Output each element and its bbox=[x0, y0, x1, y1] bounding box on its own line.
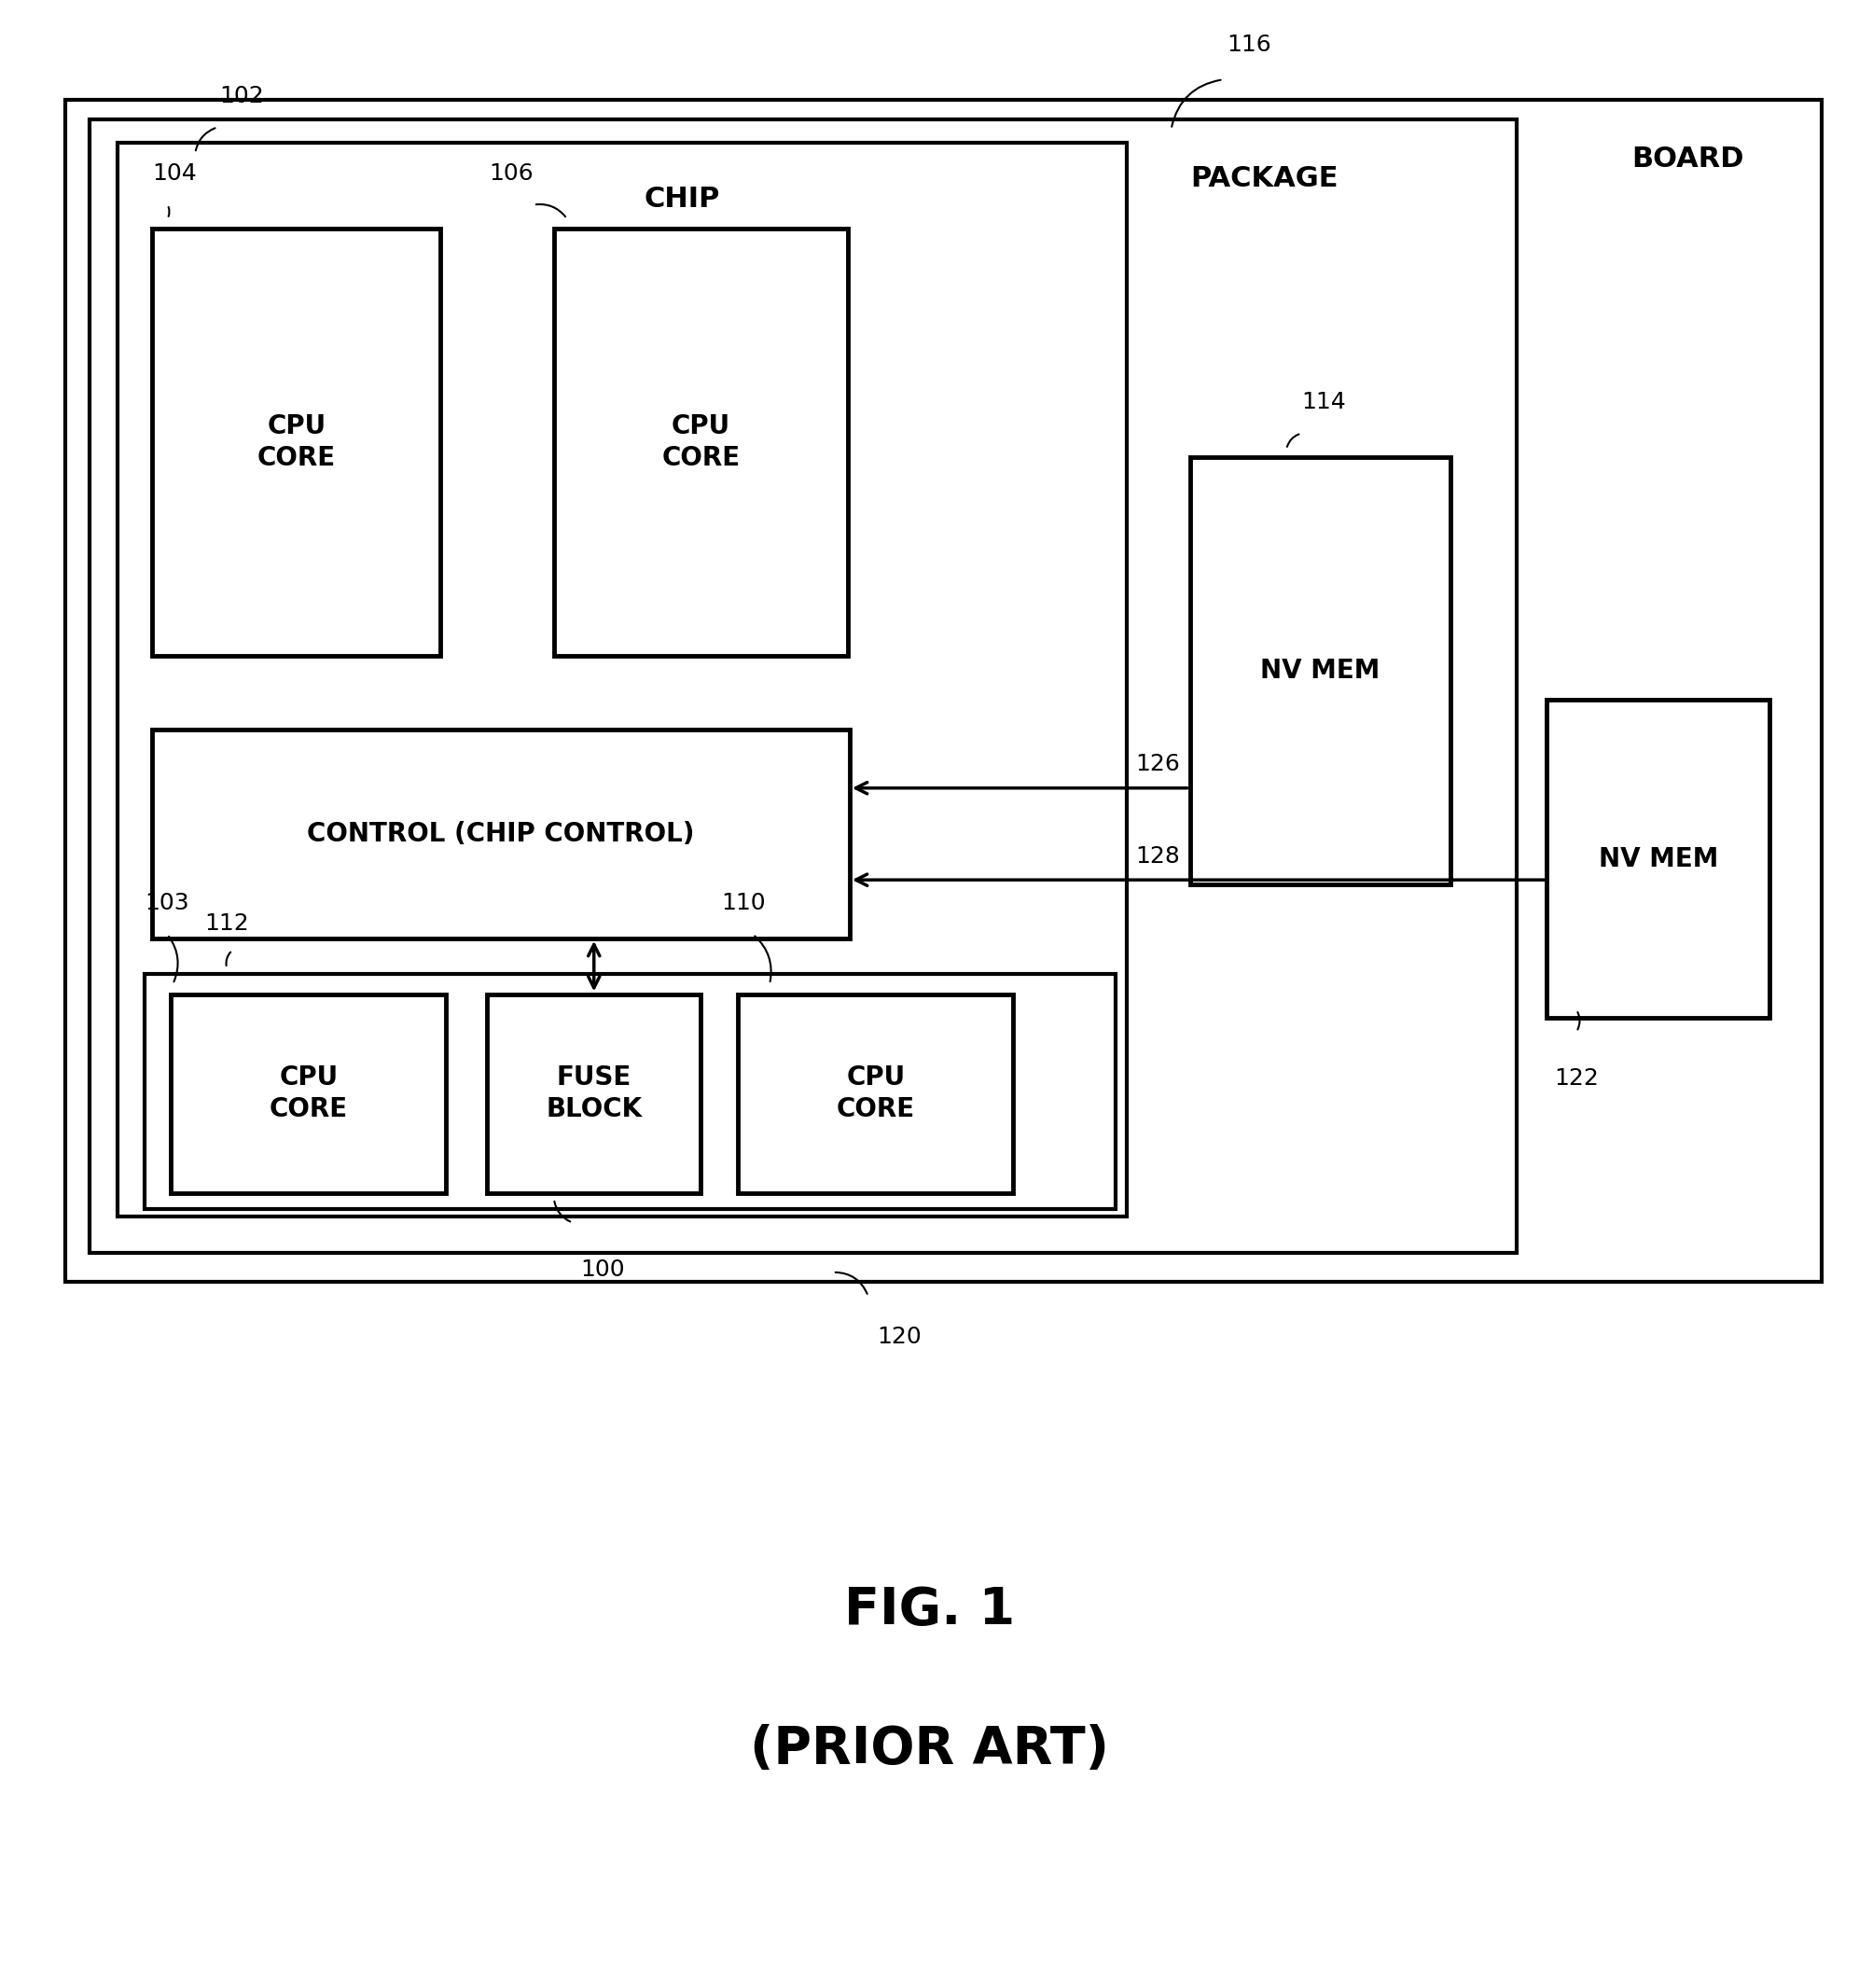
Bar bbox=[1190, 457, 1450, 885]
Text: CPU
CORE: CPU CORE bbox=[257, 414, 336, 471]
Bar bbox=[171, 994, 446, 1193]
Text: NV MEM: NV MEM bbox=[1260, 658, 1379, 684]
Text: FUSE
BLOCK: FUSE BLOCK bbox=[547, 1064, 641, 1123]
Bar bbox=[152, 229, 441, 656]
Text: BOARD: BOARD bbox=[1632, 145, 1744, 173]
Text: CPU
CORE: CPU CORE bbox=[837, 1064, 915, 1123]
Text: CHIP: CHIP bbox=[645, 185, 719, 213]
Text: NV MEM: NV MEM bbox=[1599, 845, 1718, 873]
Bar bbox=[145, 974, 1115, 1209]
Text: 128: 128 bbox=[1136, 845, 1180, 867]
Bar bbox=[152, 730, 850, 938]
Text: 112: 112 bbox=[204, 912, 249, 934]
Text: 100: 100 bbox=[580, 1258, 625, 1280]
Text: (PRIOR ART): (PRIOR ART) bbox=[749, 1724, 1110, 1775]
Text: 116: 116 bbox=[1227, 34, 1272, 56]
Text: 126: 126 bbox=[1136, 753, 1180, 775]
Bar bbox=[487, 994, 701, 1193]
Bar bbox=[65, 99, 1822, 1282]
Text: PACKAGE: PACKAGE bbox=[1190, 165, 1338, 193]
Text: 120: 120 bbox=[877, 1326, 922, 1348]
Text: 104: 104 bbox=[152, 163, 197, 185]
Bar bbox=[738, 994, 1013, 1193]
Bar bbox=[89, 119, 1517, 1252]
Text: 110: 110 bbox=[721, 893, 766, 914]
Text: CONTROL (CHIP CONTROL): CONTROL (CHIP CONTROL) bbox=[307, 821, 695, 847]
Bar bbox=[554, 229, 848, 656]
Bar bbox=[117, 143, 1127, 1217]
Text: 103: 103 bbox=[145, 893, 190, 914]
Text: CPU
CORE: CPU CORE bbox=[662, 414, 740, 471]
Bar bbox=[1547, 700, 1770, 1018]
Text: 102: 102 bbox=[219, 85, 264, 107]
Text: 114: 114 bbox=[1301, 392, 1346, 414]
Text: 106: 106 bbox=[489, 163, 534, 185]
Text: FIG. 1: FIG. 1 bbox=[844, 1584, 1015, 1636]
Text: CPU
CORE: CPU CORE bbox=[270, 1064, 348, 1123]
Text: 122: 122 bbox=[1554, 1068, 1599, 1089]
